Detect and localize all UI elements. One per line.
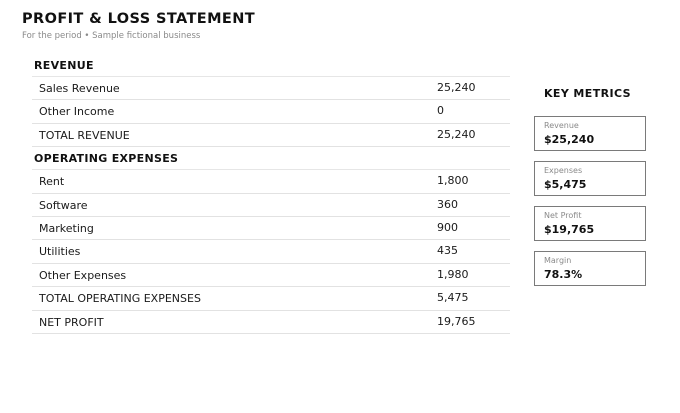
row-label: TOTAL OPERATING EXPENSES (39, 292, 201, 306)
row-value: 25,240 (437, 81, 476, 94)
row-label: NET PROFIT (39, 315, 104, 329)
row-value: 360 (437, 197, 458, 211)
row-value: 435 (437, 244, 458, 258)
metric-value: $25,240 (544, 133, 595, 146)
page-title: PROFIT & LOSS STATEMENT (22, 11, 256, 27)
page-subtitle: For the period • Sample fictional busine… (22, 31, 201, 41)
table-row: Rent 1,800 (32, 170, 510, 194)
section-header-revenue: REVENUE (32, 56, 510, 77)
row-label: Other Expenses (39, 268, 127, 282)
metric-label: Net Profit (544, 211, 582, 220)
table-row-total-operating-expenses: TOTAL OPERATING EXPENSES 5,475 (32, 287, 510, 311)
metric-card-revenue: Revenue $25,240 (534, 116, 646, 151)
metric-value: 78.3% (544, 268, 583, 281)
row-label: Software (39, 198, 88, 212)
metric-label: Expenses (544, 166, 583, 175)
metric-card-margin: Margin 78.3% (534, 251, 646, 286)
row-label: TOTAL REVENUE (39, 128, 130, 142)
row-value: 900 (437, 220, 458, 234)
table-row: Software 360 (32, 194, 510, 217)
row-label: Sales Revenue (39, 82, 120, 95)
row-label: Rent (39, 175, 65, 189)
key-metrics-title: KEY METRICS (544, 87, 631, 100)
table-row-total-revenue: TOTAL REVENUE 25,240 (32, 124, 510, 148)
metric-value: $19,765 (544, 223, 595, 236)
metric-card-expenses: Expenses $5,475 (534, 161, 646, 196)
statement-table: REVENUE Sales Revenue 25,240 Other Incom… (32, 56, 510, 334)
row-value: 25,240 (437, 127, 476, 141)
table-row: Other Income 0 (32, 100, 510, 124)
row-value: 5,475 (437, 291, 469, 305)
key-metrics-panel: KEY METRICS Revenue $25,240 Expenses $5,… (534, 86, 646, 286)
section-header-operating-expenses: OPERATING EXPENSES (32, 149, 510, 171)
metric-label: Revenue (544, 121, 579, 130)
row-label: Marketing (39, 221, 94, 235)
table-row-net-profit: NET PROFIT 19,765 (32, 311, 510, 334)
row-label: Utilities (39, 245, 81, 259)
row-value: 19,765 (437, 314, 476, 328)
table-row: Sales Revenue 25,240 (32, 77, 510, 101)
table-row: Other Expenses 1,980 (32, 264, 510, 288)
table-row: Marketing 900 (32, 217, 510, 241)
metric-value: $5,475 (544, 178, 587, 191)
table-row: Utilities 435 (32, 240, 510, 264)
row-value: 1,980 (437, 267, 469, 281)
row-label: Other Income (39, 105, 115, 119)
metric-card-net-profit: Net Profit $19,765 (534, 206, 646, 241)
row-value: 0 (437, 104, 444, 118)
row-value: 1,800 (437, 174, 469, 188)
metric-label: Margin (544, 256, 572, 265)
